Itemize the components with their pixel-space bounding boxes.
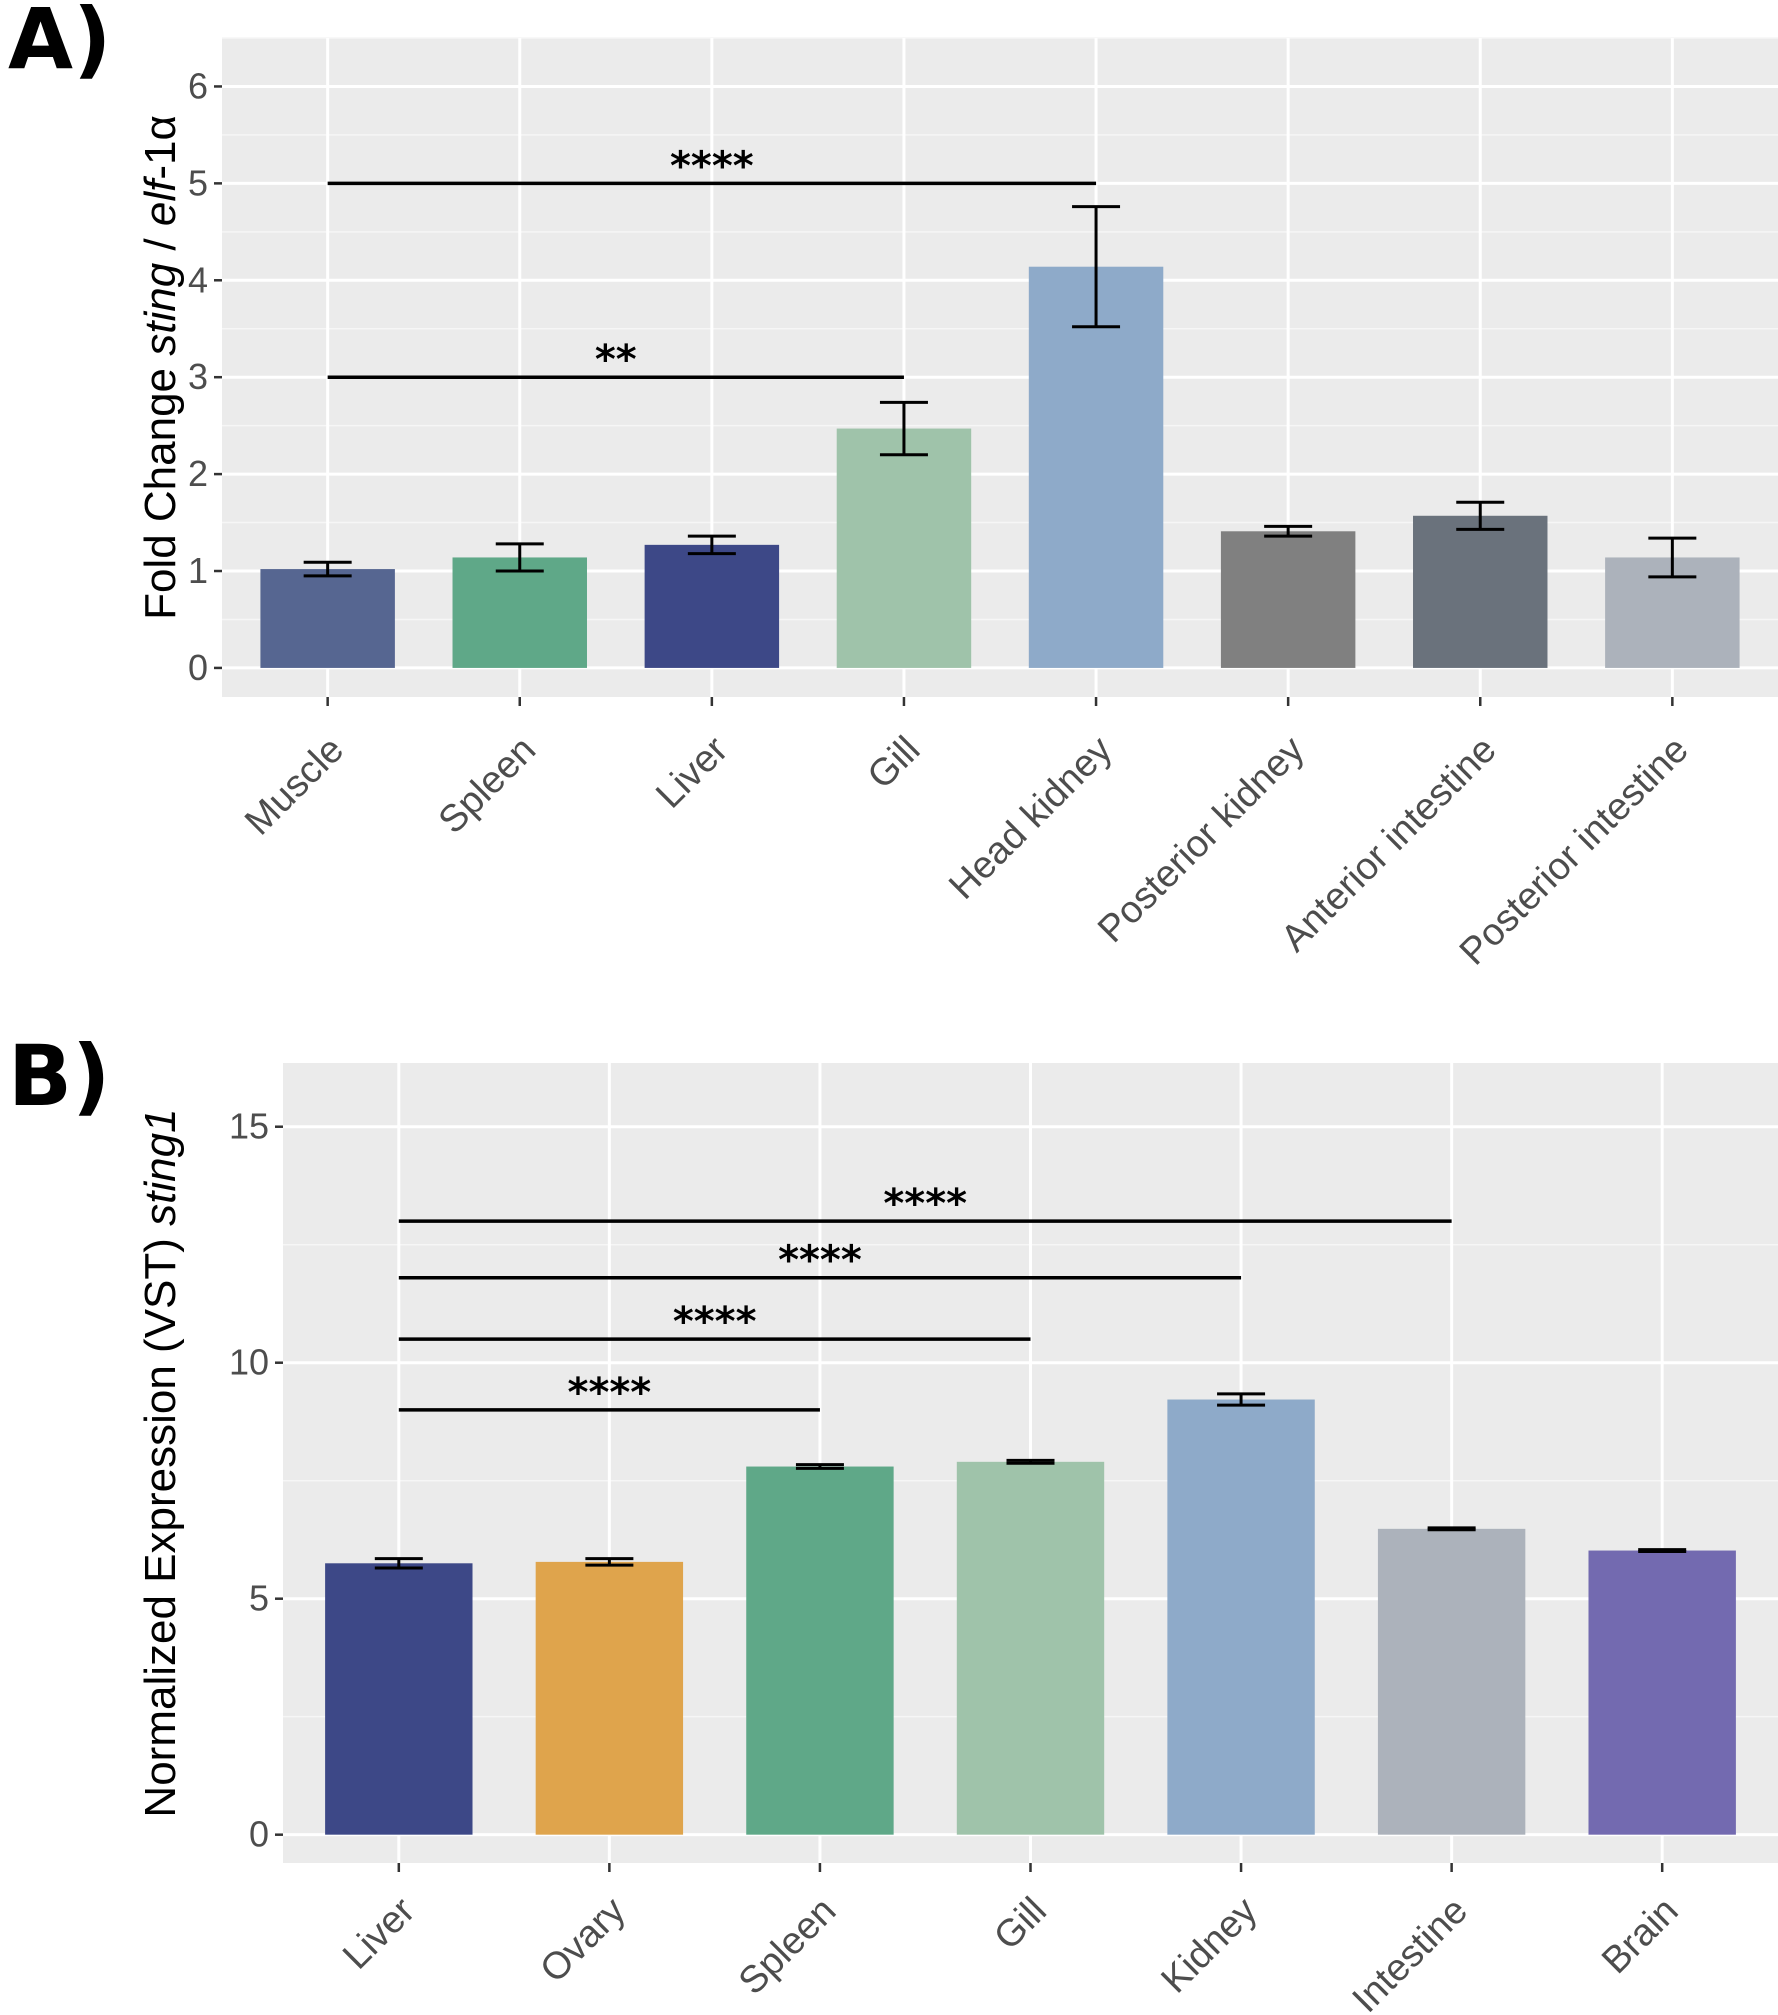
y-tick-label: 0 bbox=[188, 647, 208, 688]
panel-b-label: B) bbox=[8, 1027, 110, 1125]
significance-label: **** bbox=[778, 1238, 862, 1284]
bar-head-kidney bbox=[1028, 266, 1164, 668]
x-tick-label: Liver bbox=[335, 1889, 423, 1977]
x-tick-label: Ovary bbox=[532, 1890, 633, 1991]
significance-label: **** bbox=[883, 1181, 967, 1227]
y-tick-label: 0 bbox=[249, 1814, 269, 1855]
bar-muscle bbox=[260, 569, 395, 668]
x-tick-label: Gill bbox=[860, 729, 929, 798]
y-tick-label: 5 bbox=[188, 162, 208, 203]
x-tick-label: Muscle bbox=[237, 729, 352, 844]
y-axis-label-part: sting bbox=[136, 262, 185, 355]
bar-kidney bbox=[1167, 1399, 1315, 1835]
x-tick-label: Posterior kidney bbox=[1090, 729, 1312, 951]
x-tick-label: Liver bbox=[648, 728, 736, 816]
significance-label: **** bbox=[670, 143, 754, 189]
significance-label: ** bbox=[595, 337, 637, 383]
y-axis-label-part: Fold Change bbox=[136, 356, 185, 620]
x-tick-label: Gill bbox=[986, 1890, 1055, 1959]
bar-liver bbox=[644, 544, 780, 668]
y-axis-label: Fold Change sting / elf-1α bbox=[136, 115, 185, 620]
bar-brain bbox=[1588, 1550, 1736, 1835]
bar-ovary bbox=[535, 1561, 684, 1835]
bar-liver bbox=[325, 1563, 473, 1835]
significance-label: **** bbox=[568, 1370, 652, 1416]
x-tick-label: Head kidney bbox=[941, 729, 1120, 908]
chart-b: 0 5 10 15 **** **** **** **** Liver Ovary Spleen Gi… bbox=[136, 1063, 1778, 2015]
y-tick-label: 2 bbox=[188, 453, 208, 494]
bar-anterior-intestine bbox=[1413, 515, 1548, 668]
bar-posterior-kidney bbox=[1220, 531, 1356, 668]
y-axis-label: Normalized Expression (VST) sting1 bbox=[136, 1108, 185, 1817]
panel-a-label: A) bbox=[8, 0, 111, 88]
y-axis-label-part: sting1 bbox=[136, 1108, 185, 1225]
y-tick-label: 3 bbox=[188, 356, 208, 397]
significance-label: **** bbox=[673, 1299, 757, 1345]
y-tick-label: 5 bbox=[249, 1578, 269, 1619]
y-axis-label-part: / bbox=[136, 226, 185, 263]
x-tick-label: Kidney bbox=[1154, 1890, 1266, 2002]
x-tick-label: Intestine bbox=[1345, 1890, 1476, 2015]
y-tick-label: 10 bbox=[229, 1342, 269, 1383]
y-axis-label-part: -1α bbox=[136, 115, 185, 180]
y-tick-label: 4 bbox=[188, 259, 208, 300]
x-tick-label: Brain bbox=[1594, 1890, 1686, 1982]
x-tick-label: Spleen bbox=[731, 1890, 844, 2003]
y-axis-label-part: Normalized Expression (VST) bbox=[136, 1226, 185, 1818]
x-tick-label: Spleen bbox=[431, 729, 544, 842]
y-tick-label: 15 bbox=[229, 1106, 269, 1147]
bar-spleen bbox=[452, 557, 587, 668]
bar-gill bbox=[956, 1461, 1105, 1835]
y-tick-label: 1 bbox=[188, 550, 208, 591]
bar-spleen bbox=[746, 1466, 894, 1835]
y-axis-label-part: elf bbox=[136, 175, 185, 226]
bar-intestine bbox=[1377, 1528, 1526, 1835]
bar-gill bbox=[836, 428, 972, 668]
y-tick-label: 6 bbox=[188, 65, 208, 106]
